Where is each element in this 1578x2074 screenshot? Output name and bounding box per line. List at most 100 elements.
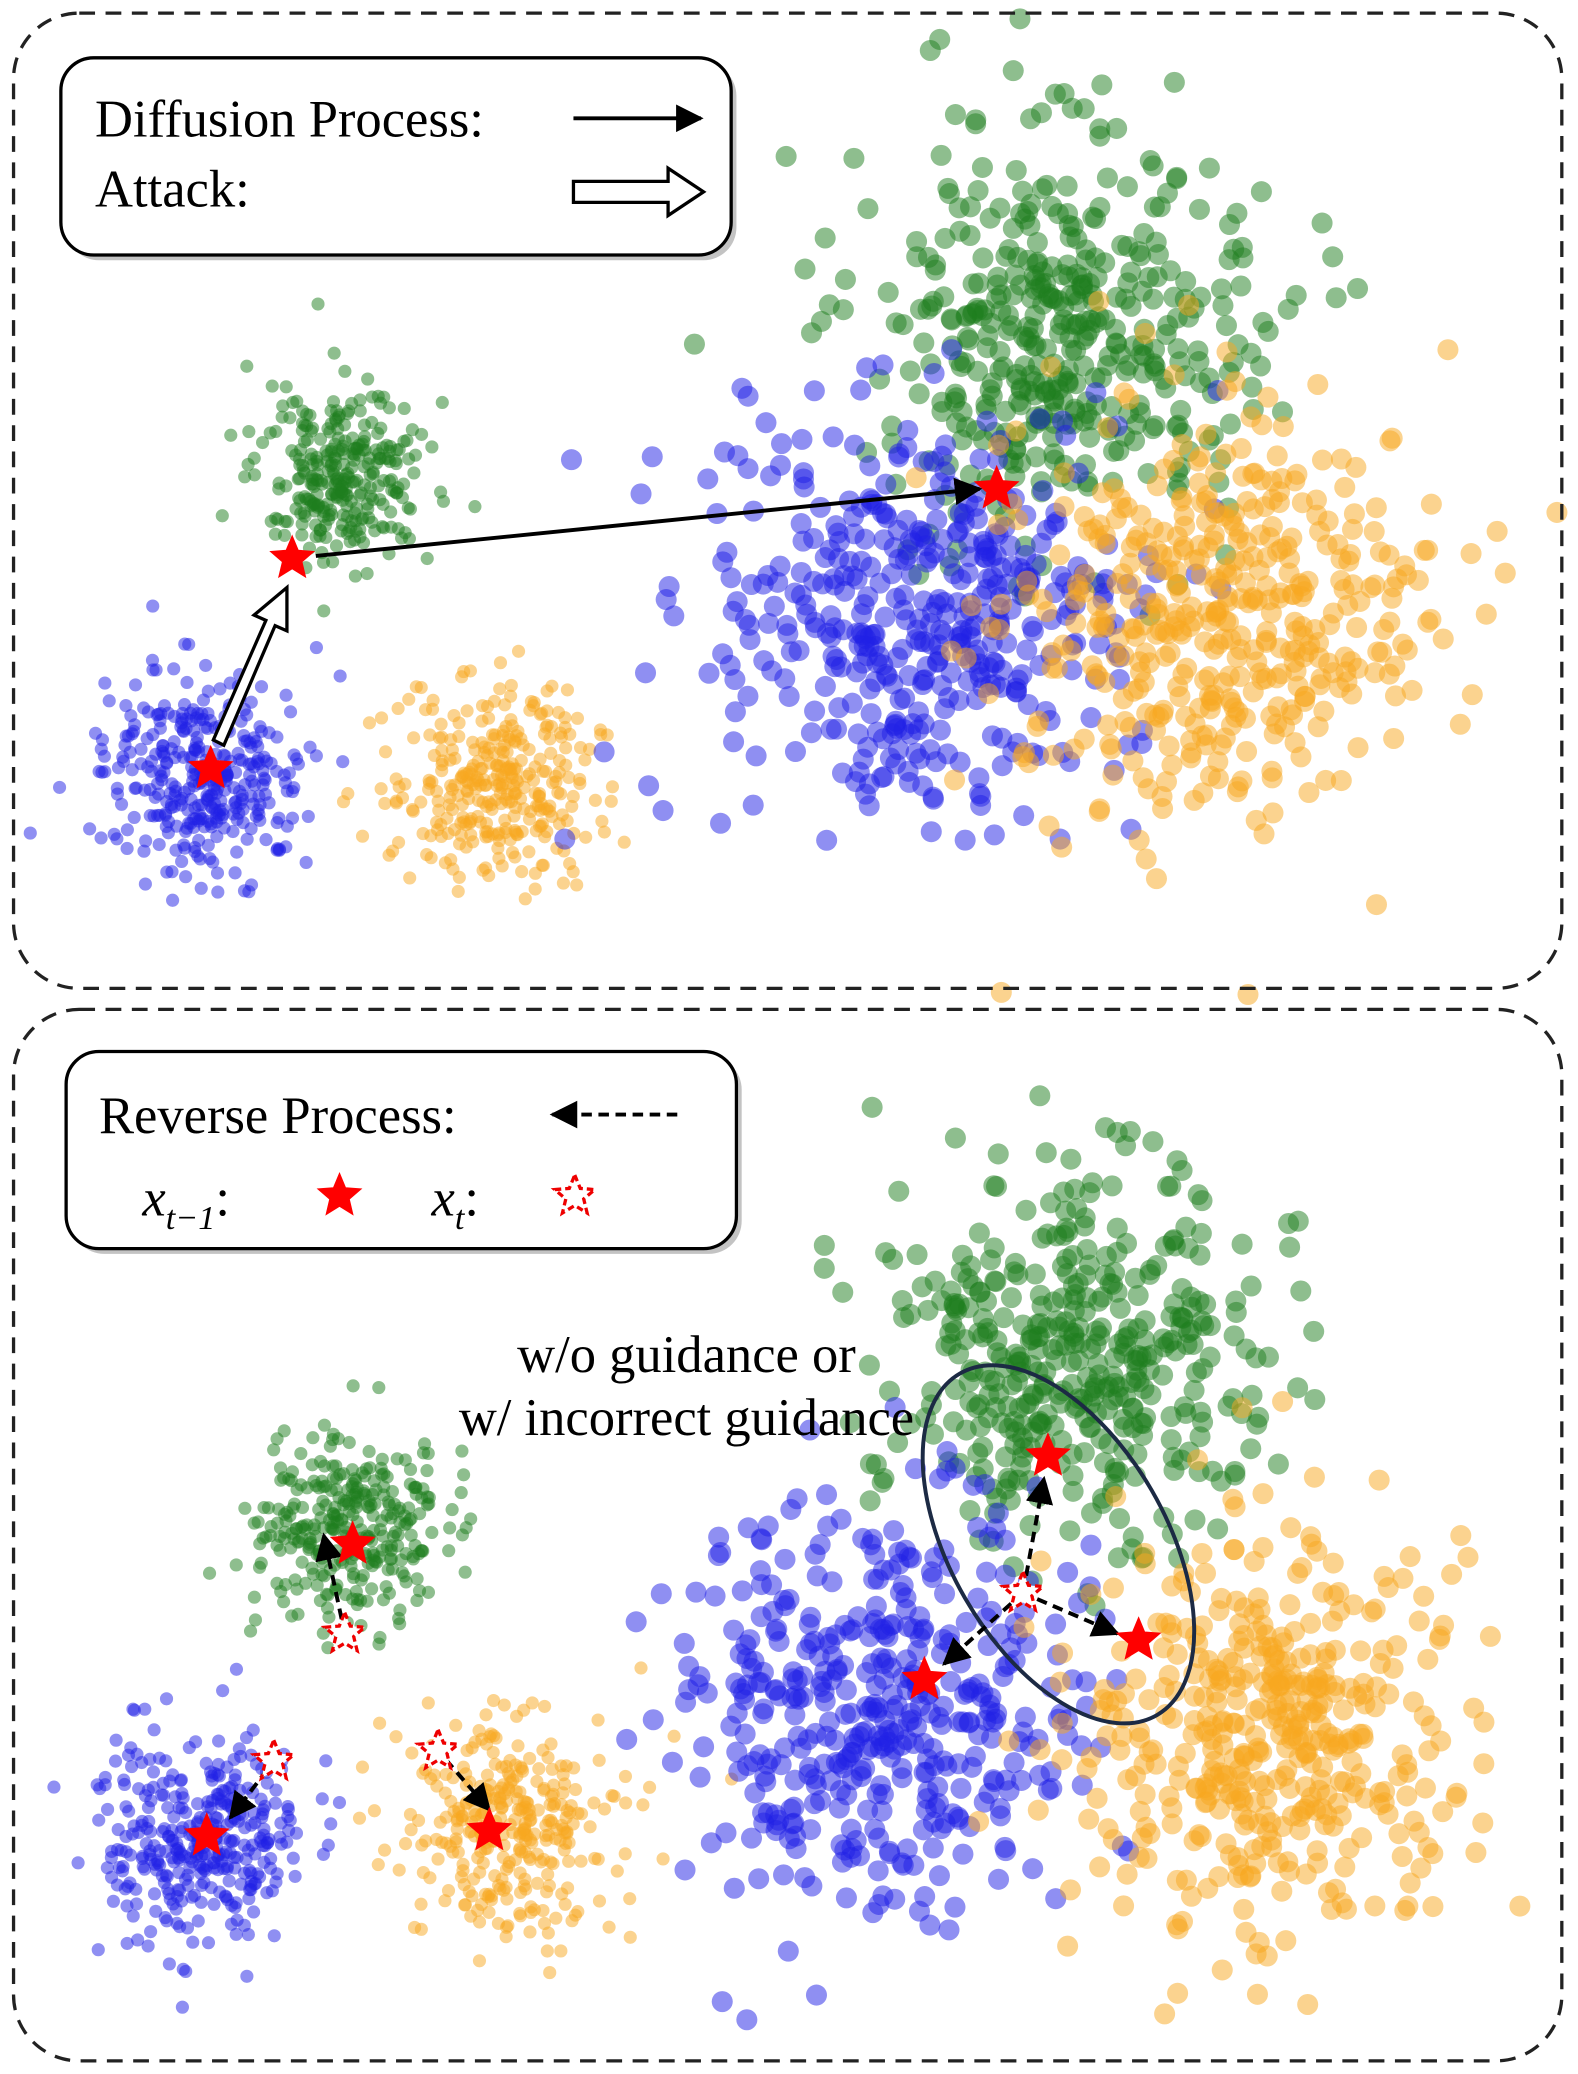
dot	[937, 743, 959, 765]
dot	[138, 1702, 152, 1716]
dot	[377, 1488, 391, 1502]
dot	[1279, 640, 1301, 662]
dot	[1318, 1882, 1340, 1904]
dot	[1365, 1676, 1388, 1698]
dot	[1163, 1229, 1185, 1251]
dot	[106, 1894, 120, 1908]
dot	[119, 1800, 133, 1814]
dot	[181, 1868, 195, 1882]
dot	[324, 1817, 338, 1831]
dot	[972, 247, 994, 269]
dot	[329, 1483, 343, 1497]
dot	[247, 1905, 261, 1919]
dot	[523, 1833, 538, 1847]
dot	[1268, 1649, 1291, 1671]
dot	[1067, 580, 1089, 602]
dot	[499, 792, 513, 806]
dot	[1237, 592, 1259, 614]
dot	[1057, 254, 1079, 276]
dot	[697, 468, 719, 490]
dot	[962, 1474, 984, 1496]
dot	[415, 1838, 429, 1852]
dot	[1219, 213, 1241, 236]
dot	[1195, 423, 1217, 445]
dot	[832, 1281, 854, 1303]
dot	[295, 517, 309, 531]
dot	[843, 147, 865, 169]
dot	[1306, 504, 1328, 526]
dot	[848, 1845, 871, 1867]
dot	[1042, 744, 1064, 766]
dot	[1272, 416, 1294, 438]
dot	[118, 738, 132, 752]
dot	[1089, 633, 1111, 655]
dot	[874, 606, 896, 628]
dot	[374, 711, 389, 725]
dot	[1093, 1378, 1115, 1400]
dot	[1188, 697, 1210, 719]
dot	[287, 781, 301, 795]
dot	[1373, 619, 1395, 641]
dot	[222, 1874, 236, 1888]
dot	[398, 1837, 413, 1851]
dot	[317, 1418, 332, 1432]
dot	[405, 1746, 419, 1760]
dot	[1369, 1652, 1391, 1675]
dot	[1343, 503, 1365, 525]
dot	[1347, 278, 1369, 300]
colon: :	[464, 1170, 479, 1228]
dot	[1388, 1823, 1410, 1845]
dot	[526, 773, 541, 787]
dot	[980, 1249, 1002, 1271]
dot	[442, 1544, 456, 1558]
dot	[928, 1706, 950, 1728]
dot	[923, 1755, 945, 1777]
dot	[313, 432, 328, 446]
dot	[1127, 1285, 1149, 1307]
dot	[1309, 520, 1331, 542]
dot	[433, 1815, 447, 1829]
dot	[1207, 1518, 1229, 1540]
dot	[712, 643, 734, 665]
dot	[493, 1790, 507, 1804]
dot	[1271, 1880, 1293, 1902]
dot	[951, 429, 973, 451]
dot	[363, 1461, 377, 1475]
dot	[544, 1737, 558, 1751]
dot	[385, 1562, 400, 1576]
dot	[384, 505, 398, 519]
dot	[916, 551, 938, 573]
dot	[948, 197, 970, 219]
dot	[1045, 1613, 1067, 1635]
dot	[1248, 1931, 1270, 1953]
dot	[1287, 1562, 1309, 1584]
dot	[404, 1528, 418, 1542]
dot	[1394, 555, 1416, 577]
dot	[210, 866, 225, 880]
dot	[1036, 174, 1058, 196]
dot	[1016, 639, 1038, 661]
dot	[213, 682, 227, 696]
dot	[460, 783, 474, 797]
dot	[812, 573, 834, 595]
dot	[944, 1457, 966, 1479]
dot	[822, 426, 844, 448]
dot	[1203, 530, 1225, 552]
dot	[228, 866, 242, 880]
dot	[707, 1544, 729, 1567]
dot	[299, 855, 313, 870]
dot	[726, 591, 748, 613]
dot	[921, 295, 943, 317]
dot	[663, 605, 685, 627]
dot	[475, 699, 490, 713]
dot	[264, 756, 278, 770]
dot	[1278, 562, 1300, 584]
dot	[814, 227, 836, 249]
dot	[536, 764, 550, 778]
dot	[900, 564, 922, 586]
dot	[1149, 196, 1171, 218]
dot	[285, 1609, 299, 1623]
dot	[493, 682, 507, 696]
dot	[925, 254, 947, 276]
dot	[610, 1864, 624, 1878]
